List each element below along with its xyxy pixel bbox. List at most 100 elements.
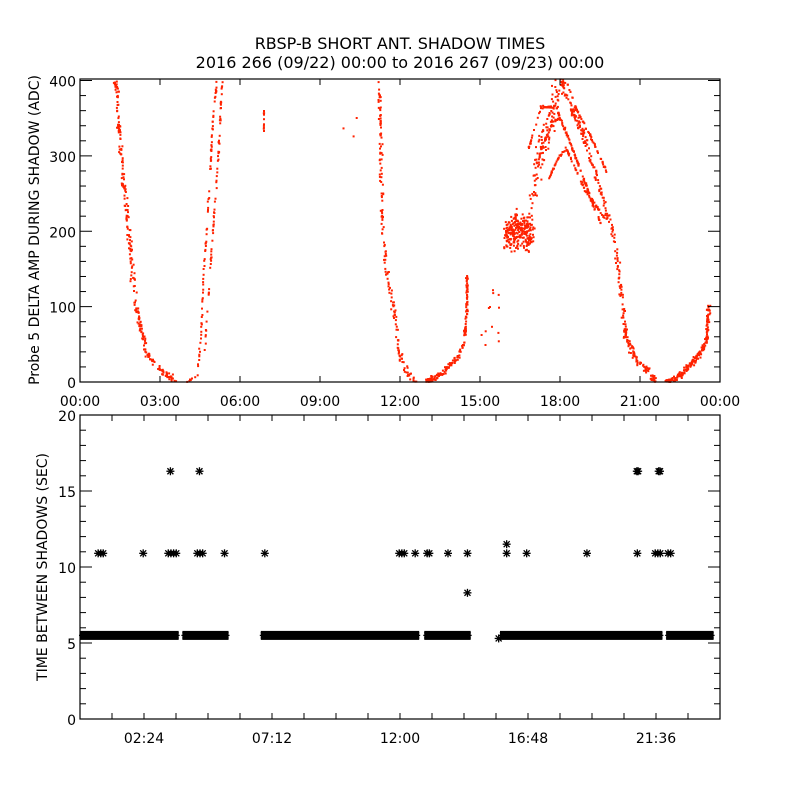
amplitude-point [708,321,711,324]
amplitude-point [701,349,704,351]
amplitude-point [705,337,708,340]
amplitude-point [171,373,174,376]
amplitude-point [537,158,540,161]
interval-star [655,631,664,640]
amplitude-point [200,316,203,318]
interval-band [80,630,179,640]
amplitude-point [465,302,468,305]
amplitude-point [462,344,465,347]
amplitude-point [621,303,624,306]
amplitude-point [574,115,577,118]
amplitude-point [599,222,602,225]
amplitude-point [624,325,627,328]
amplitude-point [428,378,431,381]
amplitude-point [593,201,596,204]
amplitude-point [406,366,409,369]
amplitude-point [548,138,551,141]
amplitude-point [625,331,628,334]
amplitude-point [568,141,571,144]
amplitude-point [595,172,598,175]
amplitude-point [380,152,383,155]
amplitude-point [121,159,124,162]
amplitude-point [125,203,128,205]
amplitude-point [623,335,625,338]
amplitude-point [537,161,540,164]
amplitude-point [216,171,219,174]
amplitude-point [624,310,626,312]
amplitude-point [509,233,512,236]
amplitude-point [212,114,215,117]
amplitude-point [556,107,558,110]
y-tick-label: 400 [49,75,76,91]
amplitude-point [552,116,555,119]
amplitude-point [403,369,405,371]
amplitude-point [426,380,429,382]
amplitude-point [117,121,120,124]
amplitude-point [604,169,607,172]
amplitude-point [133,285,136,287]
amplitude-point [597,179,600,182]
amplitude-point [557,114,560,117]
amplitude-point [628,351,630,354]
amplitude-point [505,230,507,232]
amplitude-point [445,367,448,370]
amplitude-point [527,224,530,227]
amplitude-point [578,121,581,124]
amplitude-point [464,330,467,332]
amplitude-point [385,254,388,257]
amplitude-point [395,325,398,328]
amplitude-point [584,182,587,185]
amplitude-point [129,257,132,260]
amplitude-point [263,113,265,116]
amplitude-point [380,176,383,179]
amplitude-point [642,369,645,372]
amplitude-point [527,241,529,244]
amplitude-point [430,375,433,377]
amplitude-point [139,327,142,330]
amplitude-point [542,123,545,126]
amplitude-point [408,374,411,377]
amplitude-point [577,164,580,167]
amplitude-point [527,243,530,246]
amplitude-point [591,163,594,166]
amplitude-point [577,162,580,165]
amplitude-point [527,236,530,239]
amplitude-point [667,378,670,381]
amplitude-point [130,271,133,274]
amplitude-point [550,123,553,126]
amplitude-point [219,117,222,120]
amplitude-point [587,191,589,194]
amplitude-point [188,380,191,382]
y-tick-label: 0 [67,713,76,729]
amplitude-point [570,160,573,163]
amplitude-point [435,377,438,380]
amplitude-point [620,285,623,288]
amplitude-point [443,370,446,373]
x-tick-label: 12:00 [380,731,420,747]
interval-star [666,549,675,558]
amplitude-point [617,281,620,284]
amplitude-point [202,288,205,291]
amplitude-point [585,184,587,187]
amplitude-point [381,183,384,186]
amplitude-point [576,161,579,164]
amplitude-point [217,152,220,155]
interval-star [502,540,511,549]
amplitude-point [562,80,565,83]
interval-star [444,549,452,558]
amplitude-point [551,115,554,118]
amplitude-point [640,361,642,364]
amplitude-point [127,211,129,214]
amplitude-point [117,103,120,106]
amplitude-point [706,333,708,336]
amplitude-point [514,216,517,219]
amplitude-point [207,292,210,295]
amplitude-point [586,139,589,142]
amplitude-point [590,162,593,165]
amplitude-point [579,116,582,119]
amplitude-point [466,286,469,289]
amplitude-point [515,236,518,239]
amplitude-point [626,339,629,341]
amplitude-point [514,218,517,221]
amplitude-point [451,362,454,364]
